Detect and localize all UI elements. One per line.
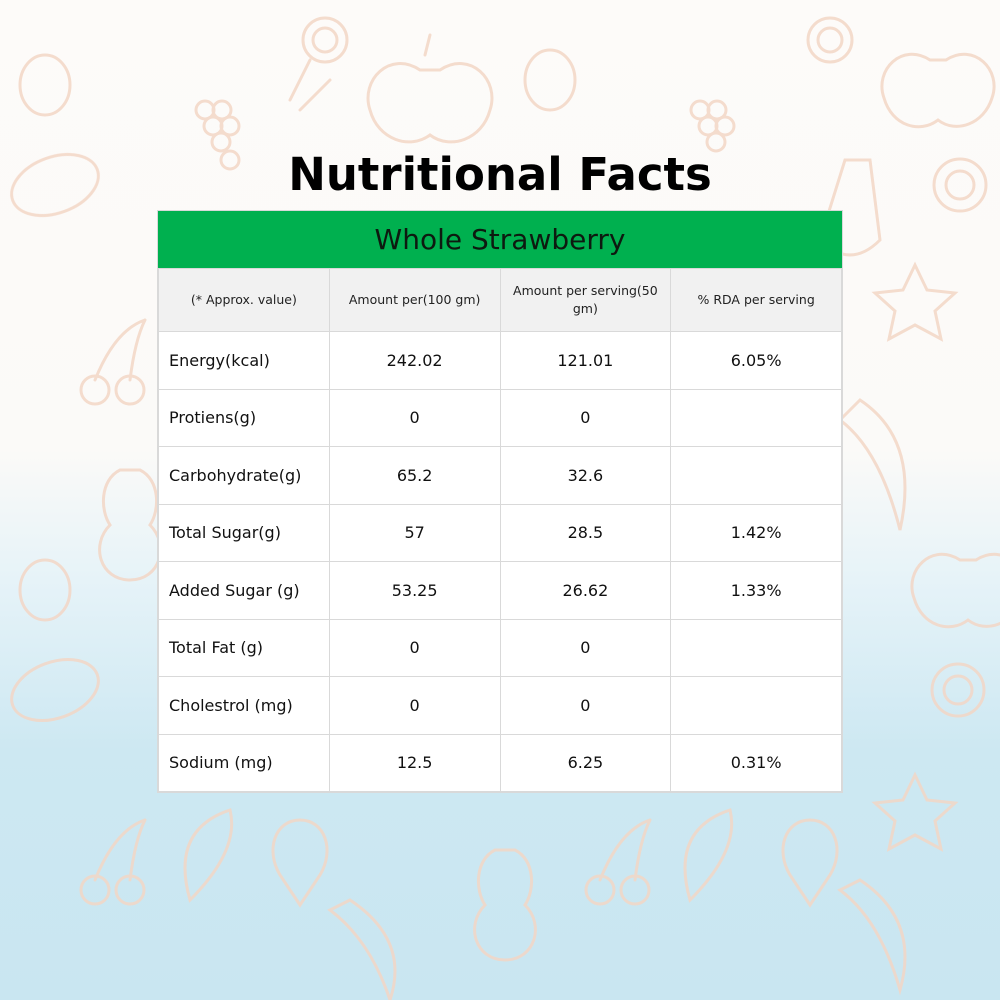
page-title: Nutritional Facts <box>288 148 712 201</box>
amount-per-100g: 0 <box>328 676 501 735</box>
table-header-row: (* Approx. value) Amount per(100 gm) Amo… <box>158 268 842 332</box>
rda-per-serving: 6.05% <box>670 331 842 390</box>
nutrient-name: Carbohydrate(g) <box>158 446 330 505</box>
table-row: Energy(kcal) 242.02 121.01 6.05% <box>158 331 842 390</box>
amount-per-serving: 26.62 <box>499 561 672 620</box>
nutrient-name: Sodium (mg) <box>158 733 330 792</box>
column-header: Amount per(100 gm) <box>328 268 501 332</box>
rda-per-serving <box>670 446 842 505</box>
amount-per-serving: 0 <box>499 388 672 447</box>
nutrient-name: Total Fat (g) <box>158 618 330 677</box>
amount-per-serving: 121.01 <box>499 331 672 390</box>
nutrient-name: Added Sugar (g) <box>158 561 330 620</box>
amount-per-serving: 6.25 <box>499 733 672 792</box>
amount-per-100g: 57 <box>328 503 501 562</box>
amount-per-100g: 12.5 <box>328 733 501 792</box>
table-row: Added Sugar (g) 53.25 26.62 1.33% <box>158 561 842 620</box>
table-row: Total Fat (g) 0 0 <box>158 618 842 677</box>
nutrient-name: Protiens(g) <box>158 388 330 447</box>
amount-per-100g: 65.2 <box>328 446 501 505</box>
table-row: Protiens(g) 0 0 <box>158 388 842 447</box>
table-row: Carbohydrate(g) 65.2 32.6 <box>158 446 842 505</box>
product-banner: Whole Strawberry <box>158 211 842 268</box>
nutrient-name: Cholestrol (mg) <box>158 676 330 735</box>
amount-per-100g: 53.25 <box>328 561 501 620</box>
amount-per-serving: 0 <box>499 618 672 677</box>
rda-per-serving <box>670 676 842 735</box>
rda-per-serving <box>670 618 842 677</box>
nutrient-name: Energy(kcal) <box>158 331 330 390</box>
table-row: Cholestrol (mg) 0 0 <box>158 676 842 735</box>
rda-per-serving: 0.31% <box>670 733 842 792</box>
amount-per-serving: 0 <box>499 676 672 735</box>
amount-per-100g: 0 <box>328 388 501 447</box>
amount-per-100g: 242.02 <box>328 331 501 390</box>
rda-per-serving: 1.42% <box>670 503 842 562</box>
rda-per-serving: 1.33% <box>670 561 842 620</box>
nutrition-table-card: Whole Strawberry (* Approx. value) Amoun… <box>157 210 843 793</box>
table-row: Total Sugar(g) 57 28.5 1.42% <box>158 503 842 562</box>
amount-per-100g: 0 <box>328 618 501 677</box>
nutrition-table: (* Approx. value) Amount per(100 gm) Amo… <box>158 268 842 792</box>
nutrient-name: Total Sugar(g) <box>158 503 330 562</box>
amount-per-serving: 32.6 <box>499 446 672 505</box>
table-row: Sodium (mg) 12.5 6.25 0.31% <box>158 733 842 792</box>
column-header: Amount per serving(50 gm) <box>499 268 672 332</box>
rda-per-serving <box>670 388 842 447</box>
column-header: % RDA per serving <box>670 268 842 332</box>
amount-per-serving: 28.5 <box>499 503 672 562</box>
column-header: (* Approx. value) <box>158 268 330 332</box>
